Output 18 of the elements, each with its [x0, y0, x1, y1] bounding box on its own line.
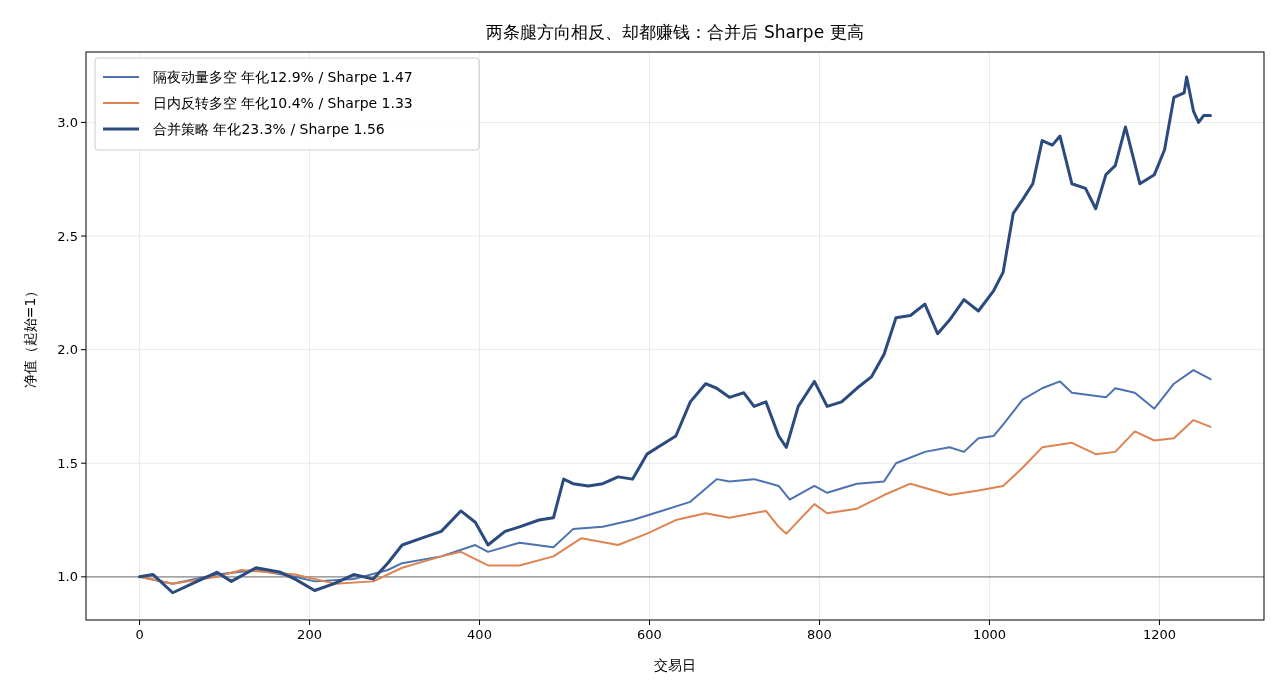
x-tick-label: 600: [637, 627, 662, 642]
y-tick-label: 1.0: [57, 569, 78, 585]
legend-label: 合并策略 年化23.3% / Sharpe 1.56: [153, 120, 385, 137]
y-tick-label: 1.5: [57, 455, 78, 471]
y-tick-label: 3.0: [57, 114, 78, 130]
x-axis-title: 交易日: [654, 657, 696, 673]
y-tick-label: 2.5: [57, 228, 78, 244]
x-tick-label: 400: [467, 627, 492, 642]
y-tick-label: 2.0: [57, 342, 78, 358]
legend-label: 日内反转多空 年化10.4% / Sharpe 1.33: [153, 94, 413, 111]
x-tick-label: 800: [807, 627, 832, 642]
legend-label: 隔夜动量多空 年化12.9% / Sharpe 1.47: [153, 68, 413, 85]
x-tick-label: 1200: [1142, 627, 1177, 642]
x-tick-label: 0: [135, 627, 144, 642]
x-tick-label: 1000: [972, 627, 1007, 642]
chart-title: 两条腿方向相反、却都赚钱：合并后 Sharpe 更高: [486, 22, 864, 42]
y-axis-title: 净值（起始=1）: [22, 283, 38, 389]
x-tick-label: 200: [297, 627, 322, 642]
